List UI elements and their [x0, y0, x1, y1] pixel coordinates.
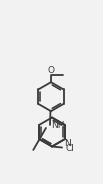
Text: Cl: Cl	[66, 144, 74, 153]
Text: O: O	[47, 66, 54, 75]
Text: NH: NH	[52, 121, 65, 130]
Text: N: N	[64, 139, 70, 148]
